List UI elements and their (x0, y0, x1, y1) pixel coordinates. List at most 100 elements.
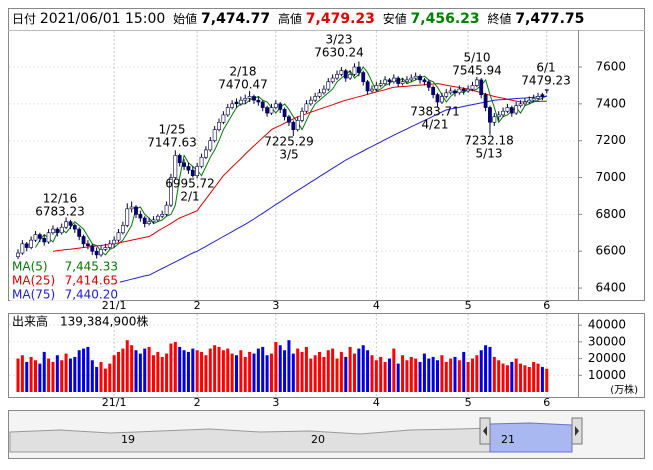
candle-body (252, 96, 256, 101)
volume-bar (422, 353, 426, 392)
candle-body (125, 208, 130, 226)
candle-body (448, 90, 453, 94)
candle-body (291, 121, 296, 130)
candle-body (479, 79, 484, 95)
volume-bar (283, 350, 287, 392)
annotation: 3/5 (279, 148, 298, 162)
volume-bar (436, 360, 440, 392)
volume-bar (200, 351, 204, 392)
annotation: 7470.47 (218, 78, 268, 92)
candle-body (221, 114, 226, 123)
y-tick-label: 6600 (595, 244, 626, 258)
volume-bar (527, 366, 531, 392)
volume-bar (230, 353, 234, 392)
candle-body (81, 236, 86, 245)
candle-body (321, 88, 326, 94)
candle-body (186, 166, 191, 171)
volume-bar (195, 350, 199, 392)
volume-bar (82, 348, 86, 392)
annotation: 7232.18 (464, 134, 514, 148)
volume-bar (392, 348, 396, 392)
volume-bar (25, 361, 29, 392)
x-tick-label: 3 (272, 299, 279, 312)
candle-body (466, 88, 471, 92)
candle-body (103, 247, 108, 250)
moving-average-line (52, 83, 547, 252)
volume-bar (256, 348, 260, 392)
candle-body (339, 70, 344, 75)
candle-body (94, 250, 99, 256)
volume-bar (208, 348, 212, 392)
candle-body (422, 79, 427, 83)
candle-body (24, 243, 29, 248)
volume-bar (60, 360, 64, 392)
candle-body (518, 103, 523, 106)
candle-body (164, 204, 169, 215)
volume-bar (287, 340, 291, 392)
volume-bar (453, 356, 457, 392)
candle-body (396, 77, 401, 84)
volume-bar (213, 345, 217, 392)
candle-body (317, 92, 322, 97)
volume-bar (182, 350, 186, 392)
candle-body (352, 66, 357, 75)
x-tick-label: 6 (543, 396, 550, 409)
volume-bar (523, 365, 527, 392)
candle-body (483, 94, 488, 108)
volume-bar (370, 355, 374, 392)
navigator-overview (9, 427, 491, 453)
volume-bar (488, 346, 492, 392)
candle-body (426, 81, 431, 88)
candle-body (243, 98, 248, 101)
volume-bar (125, 340, 129, 392)
candle-body (444, 92, 449, 97)
candle-body (496, 114, 501, 118)
volume-bar (95, 366, 99, 392)
candle-body (116, 232, 121, 241)
volume-bar (204, 355, 208, 392)
candle-body (400, 81, 405, 84)
candle-body (230, 103, 235, 108)
candle-body (120, 225, 125, 234)
candle-body (51, 228, 55, 234)
volume-bar (64, 353, 68, 392)
candle-body (501, 110, 505, 116)
volume-bar (313, 355, 317, 392)
candle-body (383, 79, 387, 84)
volume-bar (103, 368, 107, 392)
volume-bar (20, 355, 24, 392)
volume-bar (383, 361, 387, 392)
header-value: 7,456.23 (410, 11, 480, 27)
volume-bar (296, 348, 300, 392)
y-tick-label: 6400 (595, 281, 626, 295)
candle-body (160, 214, 165, 217)
candle-body (295, 120, 300, 130)
volume-bar (519, 363, 523, 392)
legend-value: 7,440.20 (65, 288, 118, 302)
volume-bar (151, 355, 155, 392)
candle-body (234, 101, 239, 105)
header-label: 日付 (12, 12, 37, 26)
volume-bar (178, 346, 182, 392)
candle-body (147, 221, 152, 224)
volume-bar (112, 355, 116, 392)
candle-body (536, 96, 540, 99)
volume-bar (348, 346, 352, 392)
volume-bar (169, 343, 173, 392)
volume-bar (99, 361, 103, 392)
volume-bar (470, 358, 474, 392)
candle-body (453, 90, 457, 94)
volume-bar (278, 345, 282, 392)
y-tick-label: 6800 (595, 207, 626, 221)
volume-bar (86, 346, 90, 392)
volume-bar (304, 346, 308, 392)
candle-body (142, 217, 147, 224)
volume-bar (352, 353, 356, 392)
volume-bar (186, 351, 190, 392)
candle-body (509, 107, 514, 114)
candle-body (16, 252, 20, 258)
volume-bar (536, 363, 540, 392)
volume-bar (235, 355, 238, 392)
